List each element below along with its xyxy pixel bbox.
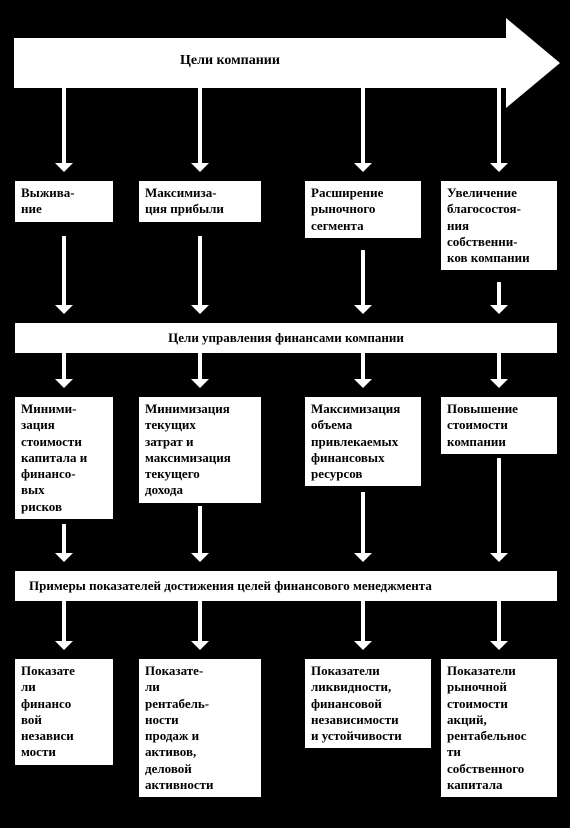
- node-min-costs: Минимизациятекущихзатрат имаксимизацияте…: [138, 396, 262, 504]
- node-company-value: Повышениестоимостикомпании: [440, 396, 558, 455]
- node-max-profit: Максимиза-ция прибыли: [138, 180, 262, 223]
- node-market-value: Показателирыночнойстоимостиакций,рентабе…: [440, 658, 558, 798]
- node-max-resources: Максимизацияобъемапривлекаемыхфинансовых…: [304, 396, 422, 487]
- title-arrow-head: [506, 18, 560, 108]
- bar-indicators: Примеры показателей достижения целей фин…: [14, 570, 558, 602]
- node-owner-wealth: Увеличениеблагосостоя-ниясобственни-ков …: [440, 180, 558, 271]
- node-profitability: Показате-лирентабель-ностипродаж иактиво…: [138, 658, 262, 798]
- node-survival: Выжива-ние: [14, 180, 114, 223]
- node-min-capital-risk: Миними-зациястоимостикапитала ифинансо-в…: [14, 396, 114, 520]
- node-market-segment: Расширениерыночногосегмента: [304, 180, 422, 239]
- node-liquidity: Показателиликвидности,финансовойнезависи…: [304, 658, 432, 749]
- node-indep-indic: Показателифинансовойнезависимости: [14, 658, 114, 766]
- title-text: Цели компании: [180, 53, 280, 69]
- bar-finance-goals: Цели управления финансами компании: [14, 322, 558, 354]
